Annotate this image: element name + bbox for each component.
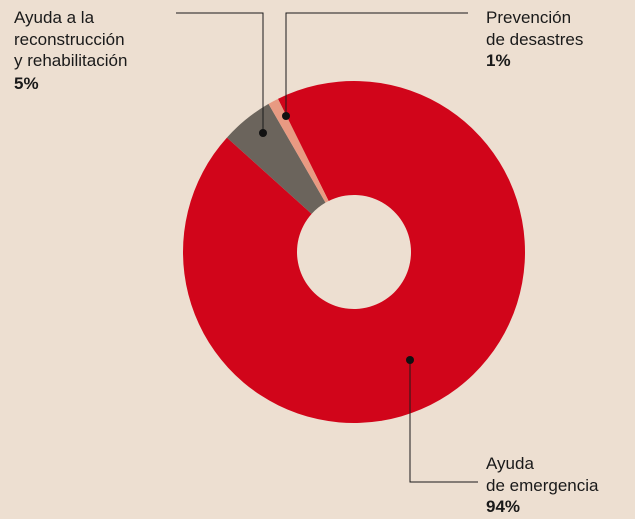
donut-segment xyxy=(183,80,525,423)
leader-line xyxy=(176,12,264,133)
category-label: Prevención de desastres xyxy=(486,8,584,49)
category-label: Ayuda de emergencia xyxy=(486,454,599,495)
leader-line xyxy=(409,360,478,483)
value-label: 1% xyxy=(486,51,511,70)
category-label: Ayuda a la reconstrucción y rehabilitaci… xyxy=(14,8,128,70)
leader-dot xyxy=(406,356,414,364)
leader-dot xyxy=(259,129,267,137)
value-label: 94% xyxy=(486,497,521,516)
donut-segment xyxy=(226,103,326,214)
leader-dot xyxy=(282,112,290,120)
donut-segment xyxy=(268,98,329,203)
value-label: 5% xyxy=(14,74,39,93)
leader-line xyxy=(285,12,468,116)
